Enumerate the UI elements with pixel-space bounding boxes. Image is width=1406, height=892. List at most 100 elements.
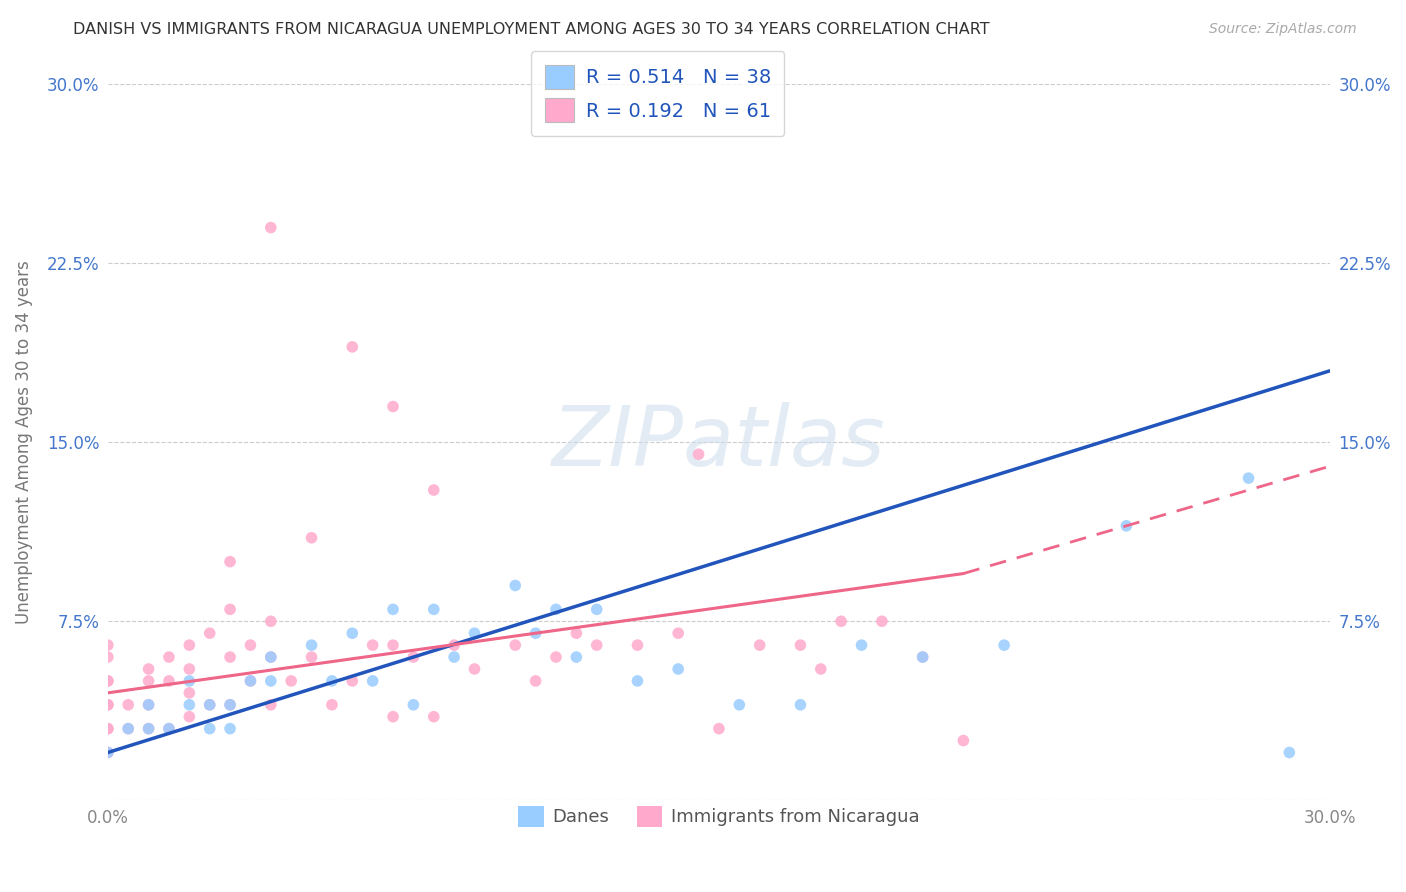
Point <box>423 709 446 723</box>
Point <box>179 709 201 723</box>
Point <box>789 638 811 652</box>
Point <box>97 698 120 712</box>
Point <box>117 722 139 736</box>
Point <box>219 650 242 665</box>
Point <box>97 673 120 688</box>
Point <box>138 698 160 712</box>
Point <box>402 650 425 665</box>
Point <box>97 746 120 760</box>
Point <box>280 673 302 688</box>
Point <box>138 722 160 736</box>
Point <box>219 602 242 616</box>
Point <box>157 673 180 688</box>
Point <box>301 650 323 665</box>
Point <box>382 709 405 723</box>
Point <box>239 673 262 688</box>
Point <box>382 400 405 414</box>
Point <box>97 722 120 736</box>
Point <box>503 638 526 652</box>
Point <box>260 673 283 688</box>
Point <box>157 650 180 665</box>
Point <box>138 673 160 688</box>
Point <box>503 578 526 592</box>
Point <box>179 686 201 700</box>
Point <box>138 722 160 736</box>
Point <box>97 638 120 652</box>
Point <box>260 698 283 712</box>
Point <box>870 614 893 628</box>
Point <box>97 746 120 760</box>
Point <box>789 698 811 712</box>
Point <box>342 626 364 640</box>
Text: DANISH VS IMMIGRANTS FROM NICARAGUA UNEMPLOYMENT AMONG AGES 30 TO 34 YEARS CORRE: DANISH VS IMMIGRANTS FROM NICARAGUA UNEM… <box>73 22 990 37</box>
Point <box>463 662 485 676</box>
Point <box>911 650 934 665</box>
Point <box>544 602 567 616</box>
Point <box>382 602 405 616</box>
Point <box>463 626 485 640</box>
Point <box>361 673 384 688</box>
Point <box>423 483 446 497</box>
Point <box>423 602 446 616</box>
Point <box>911 650 934 665</box>
Point <box>993 638 1015 652</box>
Point <box>402 698 425 712</box>
Point <box>585 638 607 652</box>
Point <box>219 698 242 712</box>
Point <box>157 722 180 736</box>
Point <box>666 662 689 676</box>
Point <box>157 722 180 736</box>
Point <box>198 698 221 712</box>
Point <box>260 650 283 665</box>
Point <box>179 698 201 712</box>
Point <box>321 698 343 712</box>
Point <box>728 698 751 712</box>
Point <box>565 626 588 640</box>
Point <box>1115 519 1137 533</box>
Point <box>117 722 139 736</box>
Point <box>1237 471 1260 485</box>
Point <box>626 638 648 652</box>
Point <box>97 673 120 688</box>
Point <box>219 555 242 569</box>
Point <box>666 626 689 640</box>
Point <box>544 650 567 665</box>
Point <box>179 673 201 688</box>
Point <box>851 638 873 652</box>
Point <box>810 662 832 676</box>
Point <box>219 698 242 712</box>
Point <box>301 638 323 652</box>
Point <box>239 673 262 688</box>
Point <box>688 447 710 461</box>
Point <box>219 722 242 736</box>
Point <box>342 673 364 688</box>
Text: ZIPatlas: ZIPatlas <box>553 401 886 483</box>
Point <box>626 673 648 688</box>
Point <box>301 531 323 545</box>
Point <box>179 662 201 676</box>
Point <box>361 638 384 652</box>
Point <box>830 614 852 628</box>
Legend: Danes, Immigrants from Nicaragua: Danes, Immigrants from Nicaragua <box>512 799 927 834</box>
Point <box>260 614 283 628</box>
Point <box>138 698 160 712</box>
Point <box>97 650 120 665</box>
Point <box>321 673 343 688</box>
Point <box>198 626 221 640</box>
Y-axis label: Unemployment Among Ages 30 to 34 years: Unemployment Among Ages 30 to 34 years <box>15 260 32 624</box>
Point <box>198 698 221 712</box>
Point <box>198 722 221 736</box>
Point <box>382 638 405 652</box>
Text: Source: ZipAtlas.com: Source: ZipAtlas.com <box>1209 22 1357 37</box>
Point <box>260 220 283 235</box>
Point <box>443 638 465 652</box>
Point <box>342 340 364 354</box>
Point <box>707 722 730 736</box>
Point <box>565 650 588 665</box>
Point <box>585 602 607 616</box>
Point <box>952 733 974 747</box>
Point <box>179 638 201 652</box>
Point <box>117 698 139 712</box>
Point <box>239 638 262 652</box>
Point <box>138 662 160 676</box>
